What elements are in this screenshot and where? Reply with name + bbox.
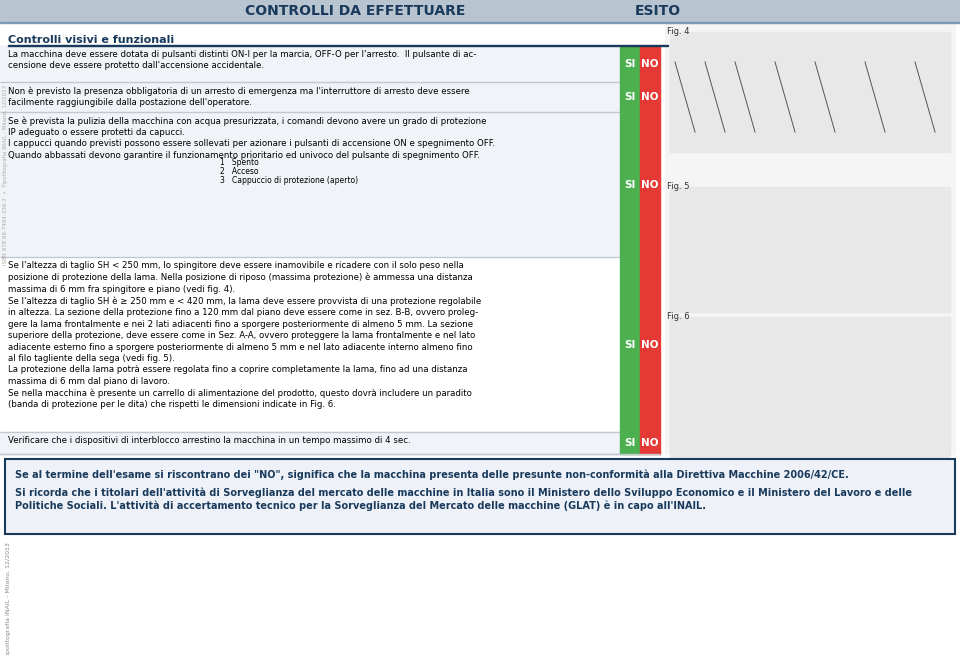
Text: Fig. 6: Fig. 6 bbox=[667, 312, 689, 321]
Text: 1   Spento: 1 Spento bbox=[220, 158, 259, 167]
Text: Fig. 5: Fig. 5 bbox=[667, 182, 689, 191]
Bar bbox=[0, 432, 660, 454]
Text: CONTROLLI DA EFFETTUARE: CONTROLLI DA EFFETTUARE bbox=[245, 4, 466, 18]
Text: Se è prevista la pulizia della macchina con acqua presurizzata, i comandi devono: Se è prevista la pulizia della macchina … bbox=[8, 116, 495, 160]
Text: 2   Acceso: 2 Acceso bbox=[220, 167, 258, 176]
Bar bbox=[640, 112, 660, 257]
Bar bbox=[665, 22, 955, 454]
Bar bbox=[8, 45, 668, 46]
Text: NO: NO bbox=[641, 92, 659, 102]
Bar bbox=[620, 112, 640, 257]
Text: SI: SI bbox=[624, 92, 636, 102]
Text: ISBN 978 88-7484-336-7  •  Tipolitografia INAIL - Milano, 12/2013: ISBN 978 88-7484-336-7 • Tipolitografia … bbox=[6, 542, 11, 655]
Bar bbox=[5, 459, 955, 534]
Bar bbox=[620, 82, 640, 112]
Bar bbox=[670, 32, 950, 152]
Text: Verificare che i dispositivi di interblocco arrestino la macchina in un tempo ma: Verificare che i dispositivi di interblo… bbox=[8, 436, 411, 445]
Bar bbox=[620, 46, 640, 82]
Bar bbox=[5, 459, 955, 534]
Text: ESITO: ESITO bbox=[635, 4, 681, 18]
Bar bbox=[0, 82, 660, 112]
Bar bbox=[670, 187, 950, 312]
Bar bbox=[670, 317, 950, 502]
Text: La macchina deve essere dotata di pulsanti distinti ON-I per la marcia, OFF-O pe: La macchina deve essere dotata di pulsan… bbox=[8, 50, 476, 71]
Text: Non è previsto la presenza obbligatoria di un arresto di emergenza ma l'interrut: Non è previsto la presenza obbligatoria … bbox=[8, 86, 469, 107]
Text: ISBN 978 88-7484-336-7  •  Tipolitografia INAIL - Milano, 12/2013: ISBN 978 88-7484-336-7 • Tipolitografia … bbox=[3, 85, 8, 265]
Text: NO: NO bbox=[641, 59, 659, 69]
Text: SI: SI bbox=[624, 339, 636, 350]
Bar bbox=[5, 459, 955, 534]
Bar bbox=[640, 46, 660, 82]
Bar bbox=[640, 432, 660, 454]
Text: Controlli visivi e funzionali: Controlli visivi e funzionali bbox=[8, 35, 174, 45]
Bar bbox=[0, 46, 660, 82]
Text: NO: NO bbox=[641, 438, 659, 448]
Bar bbox=[0, 22, 960, 23]
Text: SI: SI bbox=[624, 179, 636, 189]
Text: Fig. 4: Fig. 4 bbox=[667, 27, 689, 36]
Text: Se al termine dell'esame si riscontrano dei "NO", significa che la macchina pres: Se al termine dell'esame si riscontrano … bbox=[15, 469, 849, 479]
Text: Se l'altezza di taglio SH < 250 mm, lo spingitore deve essere inamovibile e rica: Se l'altezza di taglio SH < 250 mm, lo s… bbox=[8, 261, 481, 409]
Bar bbox=[0, 112, 660, 257]
Text: 3   Cappuccio di protezione (aperto): 3 Cappuccio di protezione (aperto) bbox=[220, 176, 358, 185]
Bar bbox=[640, 82, 660, 112]
Text: SI: SI bbox=[624, 59, 636, 69]
Bar bbox=[620, 257, 640, 432]
Text: Si ricorda che i titolari dell'attività di Sorveglianza del mercato delle macchi: Si ricorda che i titolari dell'attività … bbox=[15, 487, 912, 512]
Text: SI: SI bbox=[624, 438, 636, 448]
Bar bbox=[0, 0, 960, 22]
Bar bbox=[5, 459, 955, 534]
Bar bbox=[0, 257, 660, 432]
Bar bbox=[620, 432, 640, 454]
Bar bbox=[640, 257, 660, 432]
Text: NO: NO bbox=[641, 339, 659, 350]
Text: NO: NO bbox=[641, 179, 659, 189]
